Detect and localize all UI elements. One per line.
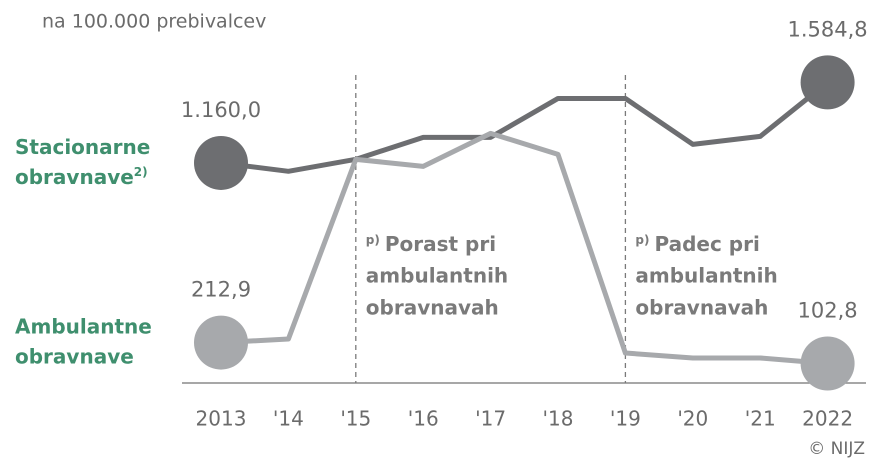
end-marker bbox=[800, 336, 855, 391]
subtitle: na 100.000 prebivalcev bbox=[42, 11, 266, 33]
value-label: 1.160,0 bbox=[181, 98, 261, 122]
series-line bbox=[220, 80, 830, 174]
x-tick-label: '17 bbox=[475, 407, 506, 431]
end-marker bbox=[800, 55, 855, 110]
x-tick-label: '20 bbox=[677, 407, 708, 431]
annotation-text: obravnavah bbox=[635, 296, 768, 320]
annotation-text: p) Porast pri bbox=[366, 232, 496, 256]
x-tick-label: 2013 bbox=[196, 407, 247, 431]
series-label: Stacionarne bbox=[15, 134, 150, 158]
x-tick-label: '21 bbox=[745, 407, 776, 431]
x-tick-label: 2022 bbox=[802, 407, 853, 431]
x-tick-label: '19 bbox=[610, 407, 641, 431]
annotation-text: p) Padec pri bbox=[635, 232, 759, 256]
x-tick-label: '18 bbox=[543, 407, 574, 431]
series-name: Stacionarne bbox=[15, 134, 150, 158]
series-name: Ambulantne bbox=[15, 314, 152, 338]
value-label: 212,9 bbox=[191, 278, 251, 302]
annotation-text: obravnavah bbox=[366, 296, 499, 320]
series-label: obravnave bbox=[15, 344, 134, 368]
annotation-line-text: Padec pri bbox=[654, 232, 759, 256]
value-label: 1.584,8 bbox=[788, 17, 868, 41]
annotation-marker: p) bbox=[635, 233, 649, 247]
value-label: 102,8 bbox=[798, 298, 858, 322]
series-name: obravnave bbox=[15, 164, 134, 188]
x-tick-label: '14 bbox=[273, 407, 304, 431]
series-line bbox=[220, 130, 828, 366]
source: © NIJZ bbox=[808, 439, 865, 459]
annotation-text: ambulantnih bbox=[635, 264, 777, 288]
series-label: obravnave2) bbox=[15, 164, 148, 188]
end-marker bbox=[194, 135, 248, 190]
x-tick-label: '15 bbox=[340, 407, 371, 431]
x-tick-label: '16 bbox=[408, 407, 439, 431]
end-marker bbox=[194, 315, 248, 370]
annotation-marker: p) bbox=[366, 233, 380, 247]
series-note: 2) bbox=[134, 164, 148, 178]
series-name: obravnave bbox=[15, 344, 134, 368]
annotation-text: ambulantnih bbox=[366, 264, 508, 288]
annotation-line-text: Porast pri bbox=[385, 232, 496, 256]
series-label: Ambulantne bbox=[15, 314, 152, 338]
